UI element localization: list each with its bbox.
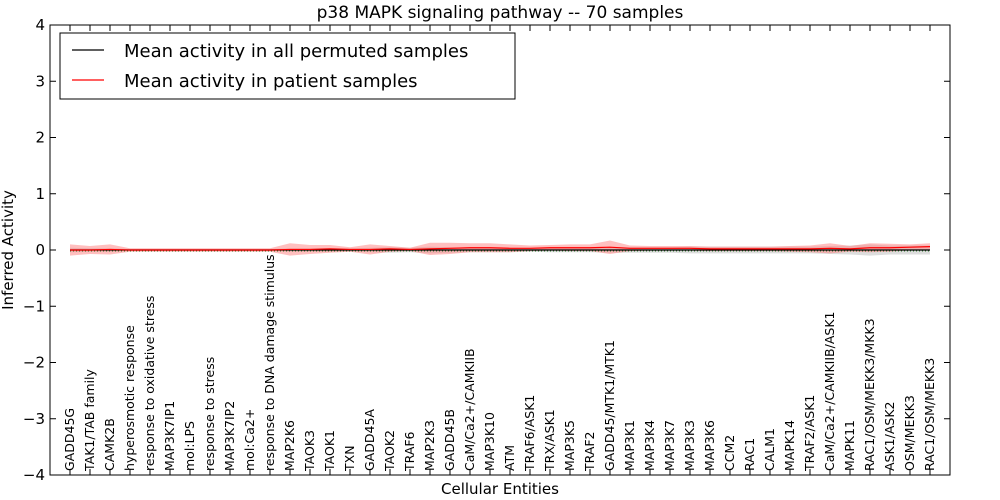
x-tick-label: MAP3K7	[662, 420, 677, 471]
y-tick-label: −1	[23, 297, 45, 315]
x-tick-label: MAPK11	[842, 420, 857, 471]
x-tick-label: GADD45A	[362, 409, 377, 471]
series-line-1	[70, 246, 931, 251]
legend: Mean activity in all permuted samples Me…	[59, 32, 516, 100]
legend-box	[59, 32, 516, 100]
x-tick-label: RAC1	[742, 438, 757, 471]
x-tick-label: TAOK3	[302, 430, 317, 472]
y-tick-label: 3	[35, 72, 45, 90]
x-tick-label: GADD45G	[62, 408, 77, 471]
legend-label-permuted: Mean activity in all permuted samples	[124, 41, 468, 62]
x-tick-label: OSM/MEKK3	[902, 395, 917, 471]
y-tick-label: 1	[35, 185, 45, 203]
x-tick-label: MAP2K3	[422, 420, 437, 471]
x-tick-label: response to stress	[202, 357, 217, 471]
x-tick-label: TRAF2	[582, 431, 597, 472]
x-tick-label: MAP3K3	[682, 420, 697, 471]
x-tick-label: TXN	[342, 445, 357, 472]
x-tick-label: CaM/Ca2+/CAMKIIB/ASK1	[822, 312, 837, 471]
y-tick-label: −4	[23, 466, 45, 484]
x-tick-label: CaM/Ca2+/CAMKIIB	[462, 348, 477, 471]
y-tick-label: −3	[23, 410, 45, 428]
chart-title: p38 MAPK signaling pathway -- 70 samples	[317, 3, 684, 23]
y-tick-label: 2	[35, 129, 45, 147]
x-tick-label: TAK1/TAB family	[82, 368, 97, 472]
y-axis-label: Inferred Activity	[0, 190, 17, 310]
x-tick-label: MAP3K7IP1	[162, 401, 177, 471]
legend-label-patient: Mean activity in patient samples	[124, 71, 418, 92]
x-tick-label: MAP3K10	[482, 412, 497, 471]
x-tick-label: response to oxidative stress	[142, 296, 157, 471]
x-tick-label: MAP3K6	[702, 420, 717, 471]
x-tick-label: TRAF6	[402, 431, 417, 472]
y-tick-label: −2	[23, 354, 45, 372]
x-tick-label: GADD45/MTK1/MTK1	[602, 340, 617, 471]
x-tick-label: ATM	[502, 445, 517, 471]
x-tick-label: TRAF6/ASK1	[522, 395, 537, 472]
x-tick-label: CCM2	[722, 435, 737, 471]
x-tick-label: MAPK14	[782, 420, 797, 471]
x-tick-label: MAP2K6	[282, 420, 297, 471]
x-tick-label: RAC1/OSM/MEKK3/MKK3	[862, 318, 877, 471]
x-tick-label: MAP3K1	[622, 420, 637, 471]
x-tick-label: GADD45B	[442, 409, 457, 471]
x-tick-label: MAP3K7IP2	[222, 401, 237, 471]
x-tick-label: mol:LPS	[182, 421, 197, 471]
y-tick-label: 4	[35, 16, 45, 34]
x-tick-label: CALM1	[762, 428, 777, 471]
x-axis-label: Cellular Entities	[441, 480, 559, 498]
x-tick-label: RAC1/OSM/MEKK3	[922, 358, 937, 471]
x-tick-label: MAP3K5	[562, 420, 577, 471]
x-tick-label: TAOK2	[382, 430, 397, 472]
x-tick-label: TRAF2/ASK1	[802, 395, 817, 472]
x-tick-label: CAMK2B	[102, 418, 117, 471]
x-tick-label: response to DNA damage stimulus	[262, 254, 277, 471]
x-tick-label: mol:Ca2+	[242, 409, 257, 471]
x-tick-label: TAOK1	[322, 430, 337, 472]
x-tick-label: hyperosmotic response	[122, 325, 137, 471]
x-tick-label: MAP3K4	[642, 420, 657, 471]
y-tick-label: 0	[35, 241, 45, 259]
x-tick-label: ASK1/ASK2	[882, 402, 897, 471]
x-tick-label: TRX/ASK1	[542, 409, 557, 472]
